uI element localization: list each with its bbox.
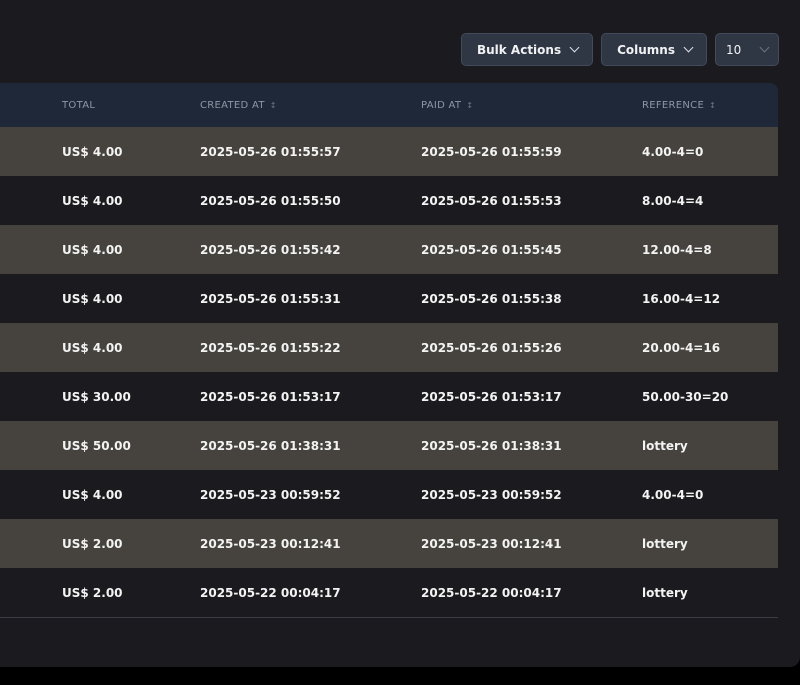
cell-paid-at: 2025-05-22 00:04:17: [421, 585, 562, 600]
cell-paid-at: 2025-05-26 01:38:31: [421, 438, 562, 453]
cell-created-at: 2025-05-22 00:04:17: [200, 585, 341, 600]
cell-reference: 16.00-4=12: [642, 291, 721, 306]
cell-total: US$ 4.00: [62, 340, 123, 355]
cell-total: US$ 2.00: [62, 585, 123, 600]
cell-created-at: 2025-05-23 00:59:52: [200, 487, 341, 502]
cell-paid-at: 2025-05-26 01:55:53: [421, 193, 562, 208]
cell-created-at: 2025-05-23 00:12:41: [200, 536, 341, 551]
sort-icon[interactable]: ↕: [466, 100, 474, 110]
table-row[interactable]: US$ 4.00 2025-05-26 01:55:22 2025-05-26 01…: [0, 323, 778, 372]
payments-table: Total Created at ↕ Paid at ↕ Reference ↕ US…: [0, 83, 778, 618]
cell-created-at: 2025-05-26 01:38:31: [200, 438, 341, 453]
cell-reference: 8.00-4=4: [642, 193, 704, 208]
cell-paid-at: 2025-05-26 01:55:38: [421, 291, 562, 306]
cell-total: US$ 4.00: [62, 144, 123, 159]
chevron-down-icon: [759, 42, 770, 53]
cell-paid-at: 2025-05-26 01:55:26: [421, 340, 562, 355]
table-row[interactable]: US$ 4.00 2025-05-23 00:59:52 2025-05-23 00…: [0, 470, 778, 519]
cell-reference: 50.00-30=20: [642, 389, 729, 404]
columns-button[interactable]: Columns: [601, 33, 707, 66]
sort-icon[interactable]: ↕: [269, 100, 277, 110]
table-row[interactable]: US$ 4.00 2025-05-26 01:55:31 2025-05-26 01…: [0, 274, 778, 323]
cell-created-at: 2025-05-26 01:55:22: [200, 340, 341, 355]
cell-created-at: 2025-05-26 01:55:31: [200, 291, 341, 306]
chevron-down-icon: [569, 42, 580, 53]
cell-reference: 12.00-4=8: [642, 242, 712, 257]
sort-icon[interactable]: ↕: [709, 100, 717, 110]
cell-reference: 20.00-4=16: [642, 340, 721, 355]
table-row[interactable]: US$ 30.00 2025-05-26 01:53:17 2025-05-26 0…: [0, 372, 778, 421]
cell-created-at: 2025-05-26 01:53:17: [200, 389, 341, 404]
cell-paid-at: 2025-05-26 01:55:59: [421, 144, 562, 159]
header-total: Total: [62, 99, 96, 111]
bulk-actions-label: Bulk Actions: [476, 42, 562, 57]
cell-paid-at: 2025-05-23 00:59:52: [421, 487, 562, 502]
table-toolbar: Bulk Actions Columns 10: [460, 33, 779, 66]
panel: Bulk Actions Columns 10 Total Created at…: [0, 0, 800, 667]
cell-total: US$ 4.00: [62, 242, 123, 257]
columns-label: Columns: [617, 42, 675, 57]
header-created-at[interactable]: Created at ↕: [200, 100, 277, 111]
table-row[interactable]: US$ 4.00 2025-05-26 01:55:50 2025-05-26 01…: [0, 176, 778, 225]
cell-reference: 4.00-4=0: [642, 487, 704, 502]
table-bottom-border: [0, 617, 778, 618]
cell-paid-at: 2025-05-26 01:55:45: [421, 242, 562, 257]
cell-reference: lottery: [642, 585, 688, 600]
cell-reference: lottery: [642, 438, 688, 453]
cell-created-at: 2025-05-26 01:55:42: [200, 242, 341, 257]
table-header: Total Created at ↕ Paid at ↕ Reference ↕: [0, 83, 778, 127]
header-label: Reference: [642, 99, 705, 111]
cell-total: US$ 4.00: [62, 487, 123, 502]
chevron-down-icon: [683, 42, 694, 53]
header-paid-at[interactable]: Paid at ↕: [421, 100, 473, 111]
cell-reference: 4.00-4=0: [642, 144, 704, 159]
cell-reference: lottery: [642, 536, 688, 551]
table-row[interactable]: US$ 2.00 2025-05-23 00:12:41 2025-05-23 00…: [0, 519, 778, 568]
cell-paid-at: 2025-05-23 00:12:41: [421, 536, 562, 551]
table-row[interactable]: US$ 4.00 2025-05-26 01:55:42 2025-05-26 01…: [0, 225, 778, 274]
header-label: Created at: [200, 99, 265, 111]
cell-created-at: 2025-05-26 01:55:57: [200, 144, 341, 159]
table-row[interactable]: US$ 2.00 2025-05-22 00:04:17 2025-05-22 00…: [0, 568, 778, 617]
per-page-select[interactable]: 10: [715, 33, 779, 66]
cell-total: US$ 50.00: [62, 438, 131, 453]
cell-total: US$ 2.00: [62, 536, 123, 551]
cell-total: US$ 4.00: [62, 291, 123, 306]
table-row[interactable]: US$ 50.00 2025-05-26 01:38:31 2025-05-26 0…: [0, 421, 778, 470]
header-reference[interactable]: Reference ↕: [642, 100, 716, 111]
cell-created-at: 2025-05-26 01:55:50: [200, 193, 341, 208]
per-page-value: 10: [726, 42, 742, 57]
cell-total: US$ 30.00: [62, 389, 131, 404]
bulk-actions-button[interactable]: Bulk Actions: [460, 33, 594, 66]
table-body: US$ 4.00 2025-05-26 01:55:57 2025-05-26 01…: [0, 127, 778, 617]
table-row[interactable]: US$ 4.00 2025-05-26 01:55:57 2025-05-26 01…: [0, 127, 778, 176]
cell-total: US$ 4.00: [62, 193, 123, 208]
cell-paid-at: 2025-05-26 01:53:17: [421, 389, 562, 404]
header-label: Paid at: [421, 99, 462, 111]
